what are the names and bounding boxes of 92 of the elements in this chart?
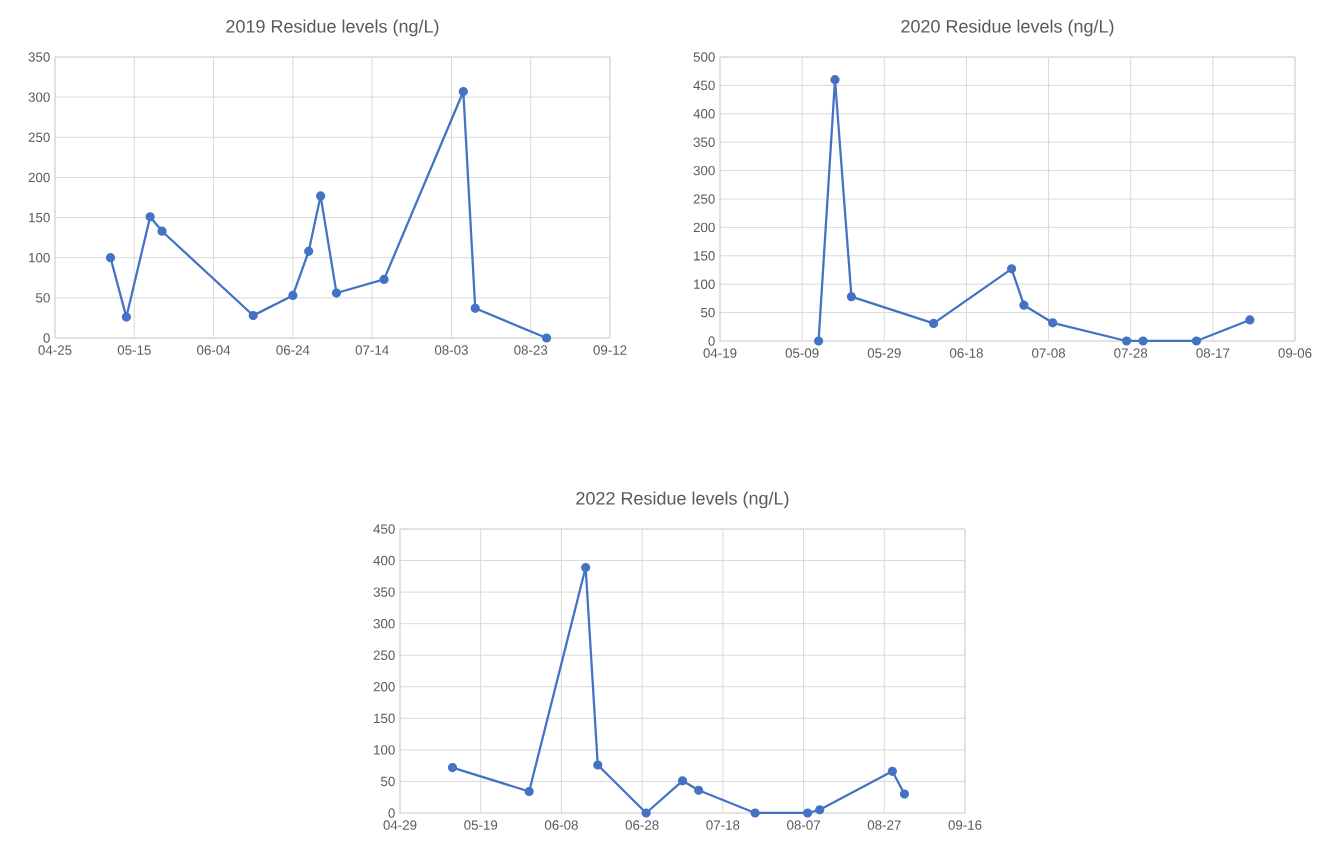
y-tick-label: 350 bbox=[693, 137, 715, 147]
x-tick-label: 07-28 bbox=[1114, 348, 1148, 358]
point bbox=[1048, 318, 1058, 328]
point bbox=[750, 808, 760, 818]
x-tick-label: 08-27 bbox=[867, 820, 901, 830]
x-tick-label: 06-28 bbox=[625, 820, 659, 830]
point bbox=[1245, 315, 1255, 325]
y-tick-label: 50 bbox=[36, 293, 50, 303]
point bbox=[331, 288, 342, 298]
y-tick-label: 100 bbox=[694, 279, 715, 289]
point bbox=[677, 776, 688, 786]
y-tick-label: 150 bbox=[694, 251, 715, 261]
x-tick-label: 09-16 bbox=[948, 820, 982, 830]
y-tick-label: 400 bbox=[693, 109, 715, 119]
point bbox=[248, 310, 258, 321]
point bbox=[157, 226, 167, 236]
y-tick-label: 150 bbox=[29, 212, 50, 223]
x-tick-label: 06-24 bbox=[276, 345, 310, 355]
x-tick-label: 04-25 bbox=[38, 345, 72, 355]
x-tick-label: 05-19 bbox=[464, 820, 498, 830]
y-tick-label: 450 bbox=[373, 524, 395, 534]
point bbox=[541, 333, 552, 343]
point bbox=[928, 318, 939, 328]
point bbox=[105, 253, 116, 263]
y-tick-label: 400 bbox=[373, 555, 395, 566]
x-tick-label: 05-29 bbox=[867, 348, 901, 358]
point bbox=[470, 303, 480, 313]
chart-title: 2022 Residue levels (ng/L) bbox=[576, 491, 789, 509]
point bbox=[641, 808, 651, 818]
y-tick-label: 450 bbox=[693, 80, 715, 91]
y-tick-label: 100 bbox=[374, 745, 395, 755]
point bbox=[846, 292, 857, 302]
point bbox=[316, 191, 326, 201]
point bbox=[830, 75, 840, 85]
point bbox=[379, 274, 389, 284]
y-tick-label: 0 bbox=[708, 336, 715, 346]
y-tick-label: 250 bbox=[28, 132, 50, 142]
x-tick-label: 09-06 bbox=[1278, 348, 1312, 358]
point bbox=[1138, 336, 1148, 346]
y-tick-label: 0 bbox=[43, 333, 50, 343]
point bbox=[1191, 336, 1202, 346]
y-tick-label: 200 bbox=[373, 682, 395, 692]
point bbox=[899, 789, 910, 799]
x-tick-label: 06-08 bbox=[544, 820, 578, 830]
y-tick-label: 350 bbox=[28, 52, 50, 62]
point bbox=[581, 562, 591, 573]
x-tick-label: 06-04 bbox=[197, 345, 231, 355]
point bbox=[1019, 300, 1029, 310]
point bbox=[694, 785, 704, 795]
x-tick-label: 05-15 bbox=[117, 345, 151, 355]
y-tick-label: 300 bbox=[28, 92, 50, 102]
y-tick-label: 0 bbox=[388, 808, 395, 818]
point bbox=[1007, 264, 1017, 274]
x-tick-label: 04-19 bbox=[703, 348, 737, 358]
point bbox=[815, 805, 825, 815]
point bbox=[1122, 336, 1132, 346]
x-tick-label: 08-03 bbox=[434, 345, 468, 355]
y-tick-label: 250 bbox=[693, 194, 715, 204]
x-tick-label: 06-18 bbox=[949, 348, 983, 358]
x-tick-label: 05-09 bbox=[785, 348, 819, 358]
chart-title: 2020 Residue levels (ng/L) bbox=[901, 19, 1114, 37]
x-tick-label: 08-07 bbox=[787, 820, 820, 830]
point bbox=[593, 760, 603, 770]
y-tick-label: 300 bbox=[693, 165, 715, 176]
point bbox=[145, 212, 155, 222]
y-tick-label: 150 bbox=[374, 713, 395, 724]
point bbox=[288, 290, 298, 301]
y-tick-label: 300 bbox=[373, 618, 395, 629]
x-tick-label: 07-18 bbox=[706, 820, 740, 830]
point bbox=[887, 766, 897, 776]
x-tick-label: 08-17 bbox=[1196, 348, 1230, 358]
y-tick-label: 50 bbox=[381, 776, 395, 787]
x-tick-label: 07-14 bbox=[355, 345, 389, 355]
point bbox=[803, 808, 813, 818]
point bbox=[121, 312, 131, 322]
y-tick-label: 500 bbox=[693, 52, 715, 62]
y-tick-label: 100 bbox=[29, 252, 50, 263]
point bbox=[447, 762, 458, 773]
x-tick-label: 08-23 bbox=[514, 345, 548, 355]
y-tick-label: 200 bbox=[28, 172, 50, 183]
x-tick-label: 09-12 bbox=[593, 345, 627, 355]
x-tick-label: 07-08 bbox=[1032, 348, 1066, 358]
y-tick-label: 350 bbox=[373, 587, 395, 597]
point bbox=[813, 336, 824, 346]
point bbox=[458, 86, 468, 97]
y-tick-label: 50 bbox=[701, 307, 715, 318]
point bbox=[524, 786, 534, 797]
y-tick-label: 200 bbox=[693, 222, 715, 233]
x-tick-label: 04-29 bbox=[383, 820, 417, 830]
y-tick-label: 250 bbox=[373, 650, 395, 660]
point bbox=[304, 246, 314, 256]
chart-title: 2019 Residue levels (ng/L) bbox=[226, 19, 439, 37]
